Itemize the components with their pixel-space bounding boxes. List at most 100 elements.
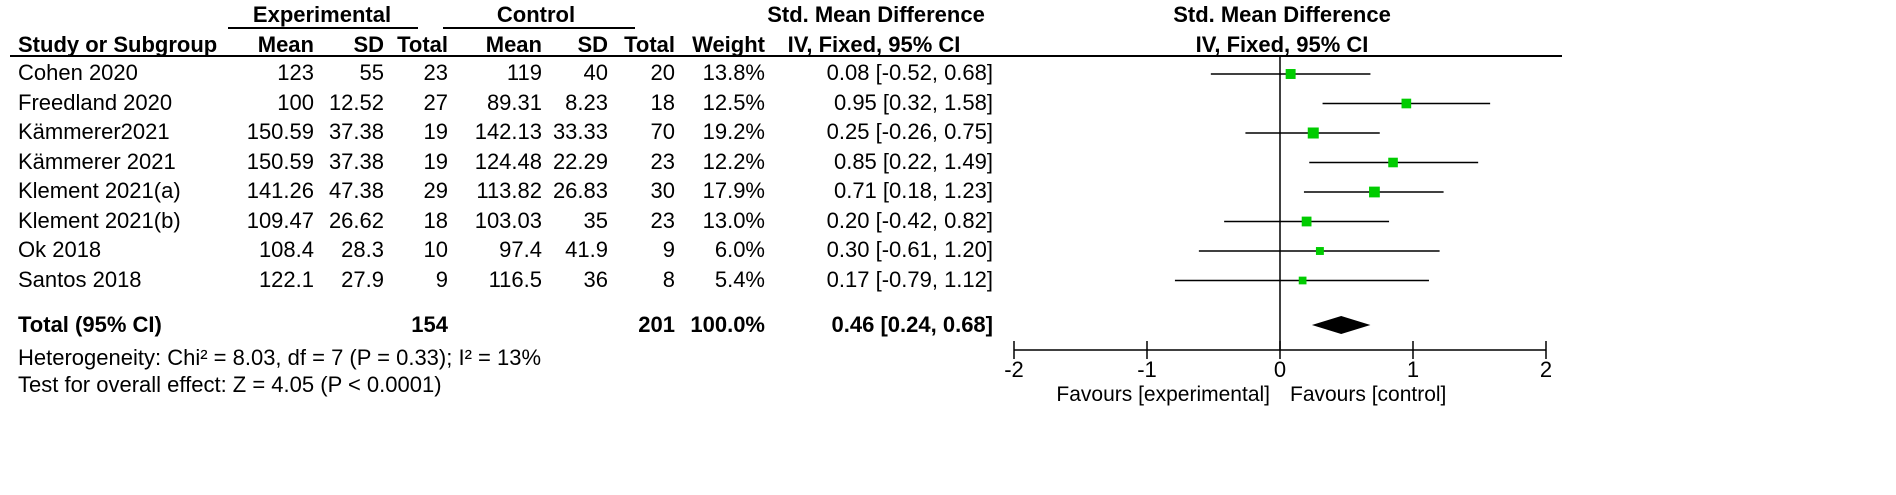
exp-mean: 109.47: [246, 207, 314, 233]
ctl-mean: 103.03: [474, 207, 542, 233]
overall-effect-text: Test for overall effect: Z = 4.05 (P < 0…: [18, 372, 442, 397]
ctl-sd: 41.9: [565, 237, 608, 262]
exp-mean: 108.4: [258, 237, 314, 262]
weight: 19.2%: [702, 119, 765, 144]
header-ctl-total: Total: [624, 32, 675, 57]
header-smd-table: Std. Mean Difference: [767, 2, 985, 27]
study-name: Santos 2018: [18, 266, 142, 292]
ctl-sd: 36: [583, 266, 608, 292]
favours-experimental-label: Favours [experimental]: [1056, 383, 1270, 406]
x-tick-label: 0: [1274, 357, 1286, 382]
study-name: Freedland 2020: [18, 89, 173, 115]
weight: 12.5%: [702, 89, 765, 115]
study-name: Klement 2021(b): [18, 207, 181, 233]
ctl-mean: 97.4: [499, 237, 542, 262]
ci-text: 0.95 [0.32, 1.58]: [833, 89, 993, 115]
x-tick-label: -1: [1137, 357, 1157, 382]
study-name: Klement 2021(a): [18, 178, 181, 203]
effect-marker: [1401, 98, 1412, 109]
ctl-mean: 113.82: [476, 178, 542, 203]
ci-text: 0.25 [-0.26, 0.75]: [826, 119, 993, 144]
header-control: Control: [496, 2, 576, 27]
header-weight: Weight: [692, 32, 765, 57]
total-ctl-total: 201: [638, 312, 675, 337]
ctl-total: 18: [650, 89, 675, 115]
x-tick-label: 1: [1407, 357, 1419, 382]
header-exp-total: Total: [397, 32, 448, 57]
exp-sd: 55: [359, 60, 384, 85]
ctl-total: 23: [650, 207, 675, 233]
study-name: Kämmerer 2021: [18, 148, 176, 174]
exp-sd: 27.9: [341, 266, 384, 292]
weight: 13.0%: [702, 207, 765, 233]
effect-marker: [1315, 247, 1324, 255]
ctl-mean: 119: [506, 60, 542, 85]
experimental-underline: [228, 27, 418, 29]
exp-total: 9: [435, 266, 448, 292]
ctl-sd: 8.23: [565, 89, 608, 115]
weight: 17.9%: [702, 178, 765, 203]
ctl-sd: 40: [583, 60, 608, 85]
ci-text: 0.30 [-0.61, 1.20]: [826, 237, 993, 262]
header-method-table: IV, Fixed, 95% CI: [787, 32, 961, 57]
x-tick-label: 2: [1540, 357, 1552, 382]
study-name: Kämmerer2021: [18, 119, 170, 144]
effect-marker: [1298, 276, 1307, 285]
exp-sd: 37.38: [328, 119, 384, 144]
exp-sd: 28.3: [341, 237, 384, 262]
ctl-sd: 35: [583, 207, 608, 233]
weight: 6.0%: [714, 237, 765, 262]
exp-mean: 141.26: [246, 178, 314, 203]
exp-mean: 150.59: [246, 119, 314, 144]
header-ctl-sd: SD: [577, 32, 608, 57]
ctl-total: 9: [662, 237, 675, 262]
header-study: Study or Subgroup: [18, 32, 218, 57]
ctl-mean: 116.5: [488, 266, 542, 292]
header-experimental: Experimental: [252, 2, 392, 27]
ctl-total: 20: [650, 60, 675, 85]
favours-control-label: Favours [control]: [1290, 383, 1447, 406]
effect-marker: [1388, 157, 1398, 168]
exp-mean: 122.1: [258, 266, 314, 292]
header-exp-sd: SD: [353, 32, 384, 57]
weight: 5.4%: [714, 266, 765, 292]
weight: 12.2%: [702, 148, 765, 174]
weight: 13.8%: [702, 60, 765, 85]
exp-sd: 47.38: [328, 178, 384, 203]
effect-marker: [1369, 186, 1380, 198]
exp-total: 29: [423, 178, 448, 203]
header-method-plot: IV, Fixed, 95% CI: [1195, 32, 1369, 57]
ci-text: 0.71 [0.18, 1.23]: [833, 178, 993, 203]
ctl-mean: 89.31: [486, 89, 542, 115]
ci-text: 0.17 [-0.79, 1.12]: [826, 266, 993, 292]
exp-total: 18: [423, 207, 448, 233]
ci-text: 0.85 [0.22, 1.49]: [833, 148, 993, 174]
exp-sd: 37.38: [328, 148, 384, 174]
total-ci-text: 0.46 [0.24, 0.68]: [831, 312, 993, 337]
exp-mean: 150.59: [246, 148, 314, 174]
exp-total: 23: [423, 60, 448, 85]
header-rule: [10, 55, 1562, 57]
heterogeneity-text: Heterogeneity: Chi² = 8.03, df = 7 (P = …: [18, 345, 542, 370]
pooled-diamond: [1311, 316, 1371, 334]
exp-total: 10: [423, 237, 448, 262]
exp-sd: 12.52: [328, 89, 384, 115]
total-weight: 100.0%: [690, 312, 765, 337]
ctl-mean: 142.13: [474, 119, 542, 144]
control-underline: [443, 27, 635, 29]
ctl-sd: 26.83: [552, 178, 608, 203]
effect-marker: [1307, 127, 1319, 139]
total-exp-total: 154: [411, 312, 448, 337]
header-smd-plot: Std. Mean Difference: [1173, 2, 1391, 27]
ctl-total: 23: [650, 148, 675, 174]
effect-marker: [1285, 69, 1296, 79]
total-label: Total (95% CI): [18, 312, 162, 337]
header-ctl-mean: Mean: [485, 32, 542, 57]
exp-total: 19: [423, 119, 448, 144]
exp-total: 27: [423, 89, 448, 115]
study-name: Cohen 2020: [18, 60, 138, 85]
study-name: Ok 2018: [18, 237, 102, 262]
ctl-total: 70: [650, 119, 675, 144]
ctl-sd: 22.29: [552, 148, 608, 174]
